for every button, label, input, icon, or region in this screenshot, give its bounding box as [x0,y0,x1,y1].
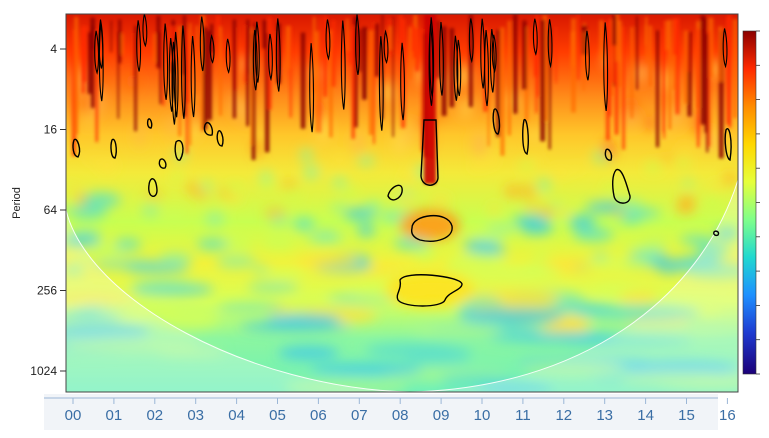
x-tick-label: 07 [351,407,368,424]
significance-contours [72,14,732,307]
significance-contour [492,108,501,135]
significance-contour [268,33,273,82]
significance-contour [168,38,174,112]
significance-contour [532,18,538,56]
significance-contour [522,119,529,155]
colorbar-ticks [756,30,760,375]
significance-contour [309,43,315,133]
significance-contour [146,118,153,129]
significance-contour [439,21,444,96]
x-tick-label: 14 [637,407,654,424]
significance-contour [72,138,81,158]
x-tick-label: 02 [146,407,163,424]
significance-contour [98,19,104,69]
colorbar [742,30,757,375]
significance-contour [603,22,609,112]
significance-contour [411,214,453,242]
x-tick-label: 15 [678,407,695,424]
significance-contour [171,41,177,125]
y-tick-label: 16 [44,123,58,137]
x-axis-band [44,394,718,430]
significance-contour [94,30,100,75]
x-tick-label: 12 [555,407,572,424]
y-tick-label: 256 [37,284,57,298]
significance-contour [325,19,331,61]
significance-contour [611,168,631,204]
significance-contour [400,42,406,121]
significance-contour [713,230,720,237]
y-tick-label: 64 [44,203,58,217]
significance-contour [420,119,439,186]
significance-contour [383,29,389,64]
significance-contour [209,34,215,64]
x-tick-label: 09 [433,407,450,424]
significance-contour [110,138,117,159]
significance-contour [355,14,360,75]
x-tick-label: 16 [719,407,736,424]
significance-contour [468,18,474,64]
significance-contour [174,139,184,161]
y-axis: 4 16 64 256 1024 [30,42,66,378]
x-tick-label: 10 [474,407,491,424]
significance-contour [396,274,463,307]
significance-contour [428,24,434,106]
x-tick-label: 08 [392,407,409,424]
significance-contour [484,29,489,107]
significance-contour [136,20,142,72]
significance-contour [489,28,495,93]
significance-contour [142,14,148,48]
significance-contour [275,18,281,92]
significance-contour [722,28,728,69]
significance-contour [585,30,590,81]
significance-contour [203,121,214,136]
x-tick-label: 00 [65,407,82,424]
significance-contour [225,38,231,74]
y-axis-title: Period [11,187,23,219]
significance-contour [158,158,167,169]
significance-contour [199,16,205,72]
x-tick-label: 06 [310,407,327,424]
significance-contour [163,23,169,100]
x-tick-label: 13 [596,407,613,424]
significance-contour [190,35,196,118]
significance-contour [180,25,186,119]
significance-contour [173,31,179,118]
significance-contour [252,29,258,91]
x-tick-label: 04 [228,407,245,424]
x-tick-label: 01 [106,407,123,424]
significance-contour [148,178,158,197]
significance-contour [604,148,613,161]
y-tick-label: 4 [50,42,57,56]
cone-of-influence [66,14,738,392]
x-tick-label: 11 [515,407,531,424]
plot-frame [65,13,739,393]
x-tick-label: 03 [187,407,204,424]
significance-contour [216,130,224,147]
y-tick-label: 1024 [30,364,57,378]
x-tick-label: 05 [269,407,286,424]
significance-contour [724,128,732,162]
significance-contour [453,35,459,101]
significance-contour [480,18,486,89]
significance-contour [547,19,553,69]
significance-contour [340,20,346,110]
x-axis: 00 01 02 03 04 05 06 07 08 09 10 11 12 13 14 15 16 [65,398,736,424]
significance-contour [378,36,384,131]
significance-contour [387,184,403,201]
significance-contour [254,21,260,83]
